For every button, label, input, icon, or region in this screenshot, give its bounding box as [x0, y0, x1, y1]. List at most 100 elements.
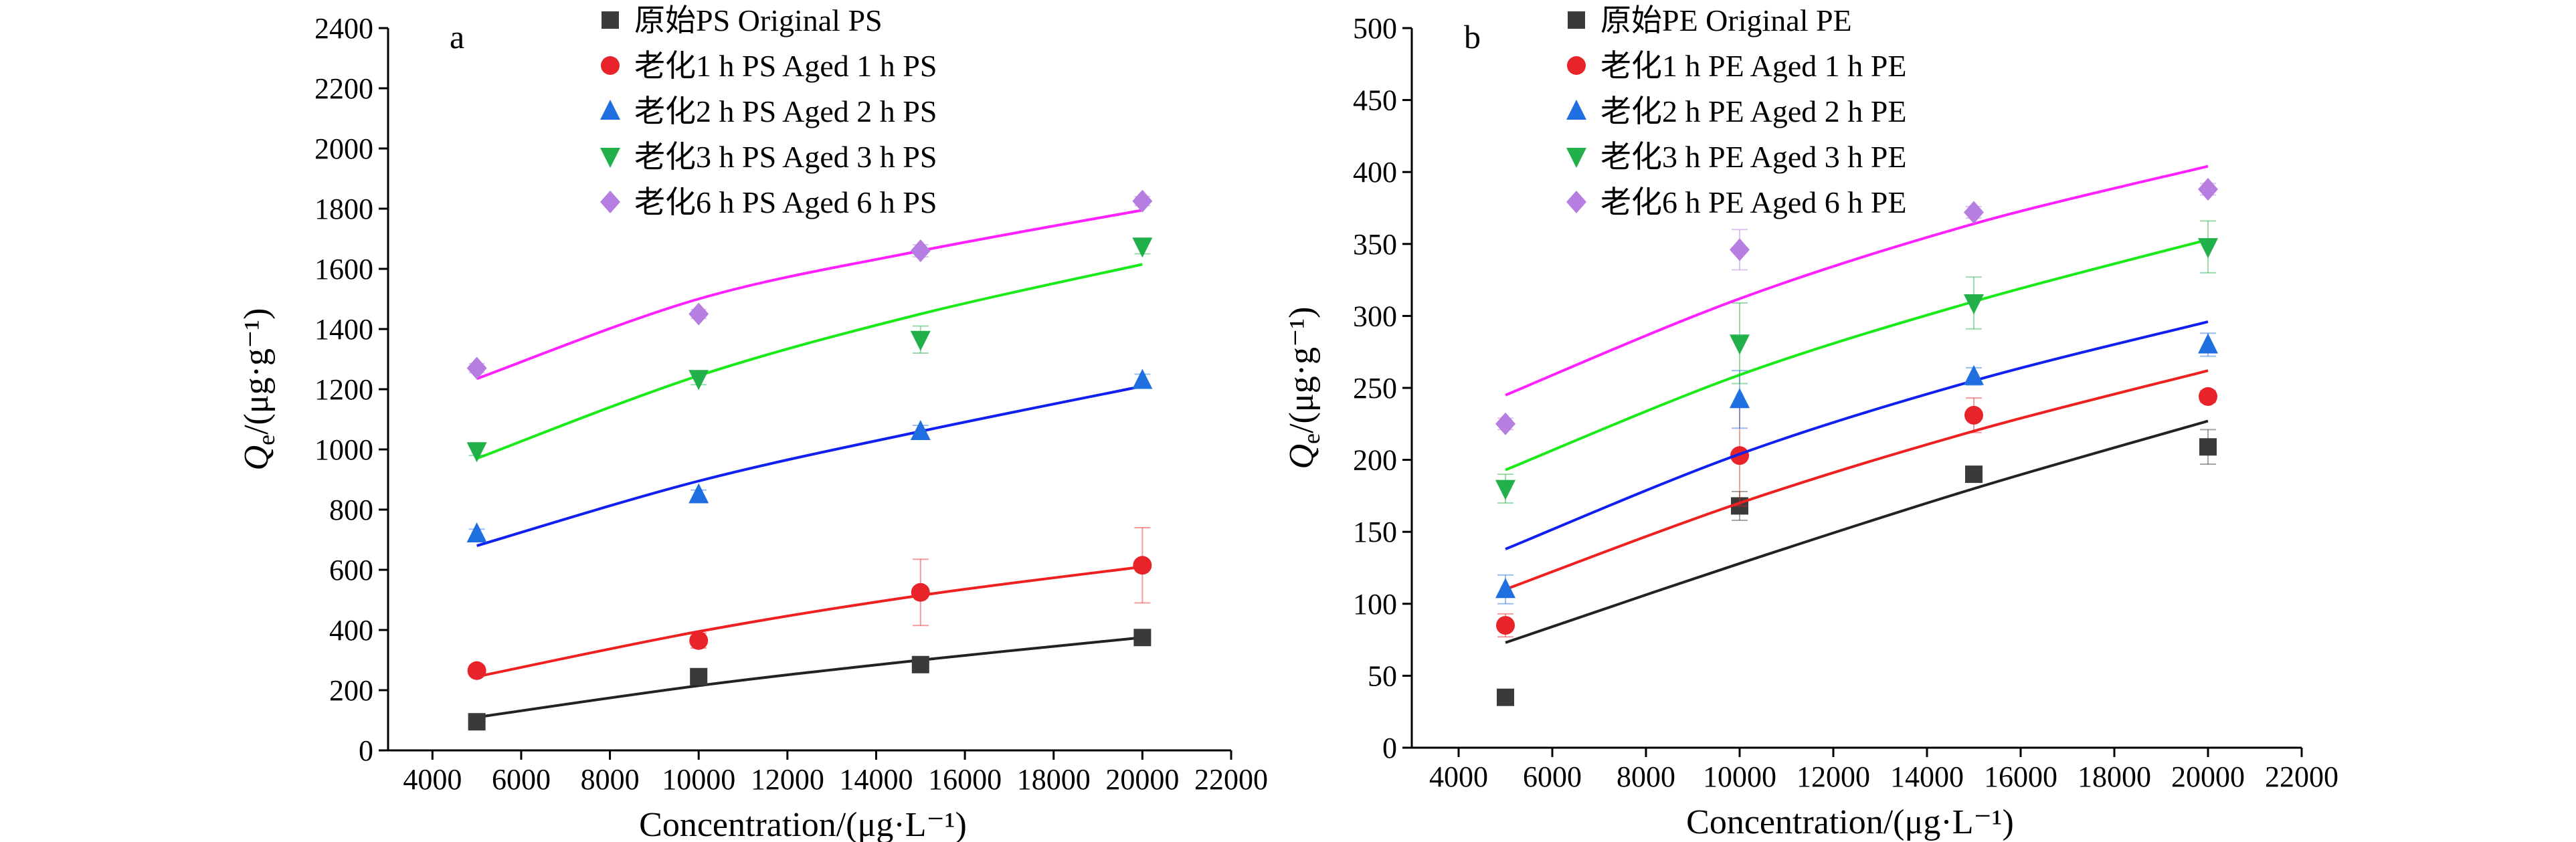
legend-marker — [601, 56, 620, 75]
series-1 — [1496, 369, 2217, 638]
y-tick-label: 400 — [1353, 156, 1397, 189]
data-point — [1132, 237, 1153, 258]
x-tick-label: 20000 — [1105, 763, 1179, 796]
y-tick-label: 500 — [1353, 12, 1397, 45]
x-tick-label: 18000 — [2078, 760, 2151, 793]
data-point — [1495, 412, 1515, 435]
x-axis-label: Concentration/(μg·L⁻¹) — [639, 806, 967, 842]
x-tick-label: 14000 — [839, 763, 913, 796]
series-3 — [1495, 220, 2218, 504]
legend-label: 老化1 h PS Aged 1 h PS — [634, 49, 937, 83]
legend-marker — [600, 191, 620, 213]
data-point — [1133, 556, 1152, 575]
y-axis-label-q: Q — [1283, 444, 1321, 469]
x-tick-label: 10000 — [1703, 760, 1776, 793]
y-tick-label: 150 — [1353, 516, 1397, 548]
series-3 — [466, 237, 1153, 463]
legend-label: 老化6 h PE Aged 6 h PE — [1600, 185, 1906, 219]
y-tick-label: 350 — [1353, 228, 1397, 261]
y-tick-label: 800 — [329, 494, 373, 526]
data-point — [1132, 369, 1153, 389]
data-point — [910, 330, 931, 351]
series-0 — [1497, 419, 2217, 706]
data-point — [688, 370, 709, 391]
fit-line — [476, 209, 1143, 381]
fit-line — [1505, 369, 2209, 591]
legend-marker — [1566, 191, 1586, 213]
y-tick-label: 1600 — [314, 253, 373, 286]
legend-label: 原始PE Original PE — [1600, 3, 1852, 37]
series-0 — [468, 629, 1152, 731]
y-tick-label: 200 — [329, 674, 373, 707]
x-tick-label: 8000 — [581, 763, 640, 796]
data-point — [468, 713, 486, 731]
x-tick-label: 8000 — [1617, 760, 1675, 793]
data-point — [466, 522, 487, 542]
data-point — [2198, 238, 2218, 259]
y-tick-label: 400 — [329, 614, 373, 647]
x-tick-label: 4000 — [1429, 760, 1488, 793]
legend-label: 老化1 h PE Aged 1 h PE — [1600, 49, 1906, 83]
y-tick-label: 0 — [359, 734, 373, 767]
panel-letter: a — [450, 18, 464, 56]
fit-line — [476, 636, 1143, 719]
legend-marker — [1568, 11, 1585, 29]
y-tick-label: 2200 — [314, 72, 373, 105]
y-tick-label: 250 — [1353, 372, 1397, 405]
legend-marker — [1566, 148, 1586, 168]
fit-line — [476, 263, 1143, 460]
y-tick-label: 200 — [1353, 444, 1397, 477]
data-point — [1730, 388, 1750, 409]
data-point — [1964, 364, 1984, 385]
series-4 — [1495, 165, 2218, 435]
x-tick-label: 10000 — [662, 763, 735, 796]
y-axis-label-sub: e — [253, 435, 280, 445]
data-point — [1133, 629, 1152, 647]
fit-line — [1505, 320, 2209, 550]
fit-line — [476, 385, 1143, 547]
legend-label: 老化3 h PE Aged 3 h PE — [1600, 140, 1906, 174]
x-tick-label: 22000 — [2265, 760, 2338, 793]
data-point — [1132, 189, 1153, 213]
x-tick-label: 22000 — [1194, 763, 1268, 796]
y-tick-label: 600 — [329, 554, 373, 587]
data-point — [1964, 405, 1983, 425]
data-point — [467, 661, 486, 680]
y-tick-label: 300 — [1353, 300, 1397, 332]
series-4 — [466, 189, 1153, 381]
data-point — [1730, 334, 1750, 355]
y-tick-label: 1200 — [314, 373, 373, 406]
chart-panel-b: 0 50 100 150 200 250 300 350 400 450 500 4000 6000 80… — [1283, 3, 2338, 841]
data-point — [1496, 616, 1515, 635]
legend-marker — [1566, 100, 1586, 120]
x-tick-label: 16000 — [928, 763, 1002, 796]
data-point — [689, 631, 709, 650]
fit-line — [1505, 419, 2209, 644]
data-point — [1497, 688, 1514, 706]
legend-marker — [600, 148, 620, 168]
series-2 — [1495, 320, 2218, 605]
data-point — [911, 583, 930, 602]
y-axis-label-unit: /(μg·g⁻¹) — [238, 308, 276, 435]
data-point — [2198, 333, 2218, 354]
legend-label: 老化2 h PS Aged 2 h PS — [634, 94, 937, 128]
x-axis-label: Concentration/(μg·L⁻¹) — [1686, 803, 2014, 841]
series-1 — [467, 527, 1152, 680]
data-point — [1964, 201, 1984, 224]
x-tick-label: 18000 — [1017, 763, 1091, 796]
y-tick-label: 1400 — [314, 313, 373, 346]
y-tick-label: 2400 — [314, 12, 373, 45]
data-point — [2198, 178, 2218, 201]
x-tick-label: 14000 — [1890, 760, 1964, 793]
y-tick-label: 450 — [1353, 84, 1397, 117]
data-point — [1965, 465, 1983, 484]
legend-label: 原始PS Original PS — [634, 3, 883, 37]
data-point — [910, 420, 931, 440]
legend-marker — [600, 100, 620, 120]
data-point — [690, 667, 708, 686]
fit-line — [1505, 165, 2209, 397]
data-point — [688, 302, 709, 326]
x-tick-label: 16000 — [1984, 760, 2057, 793]
legend-marker — [1567, 56, 1586, 75]
y-tick-label: 2000 — [314, 132, 373, 165]
